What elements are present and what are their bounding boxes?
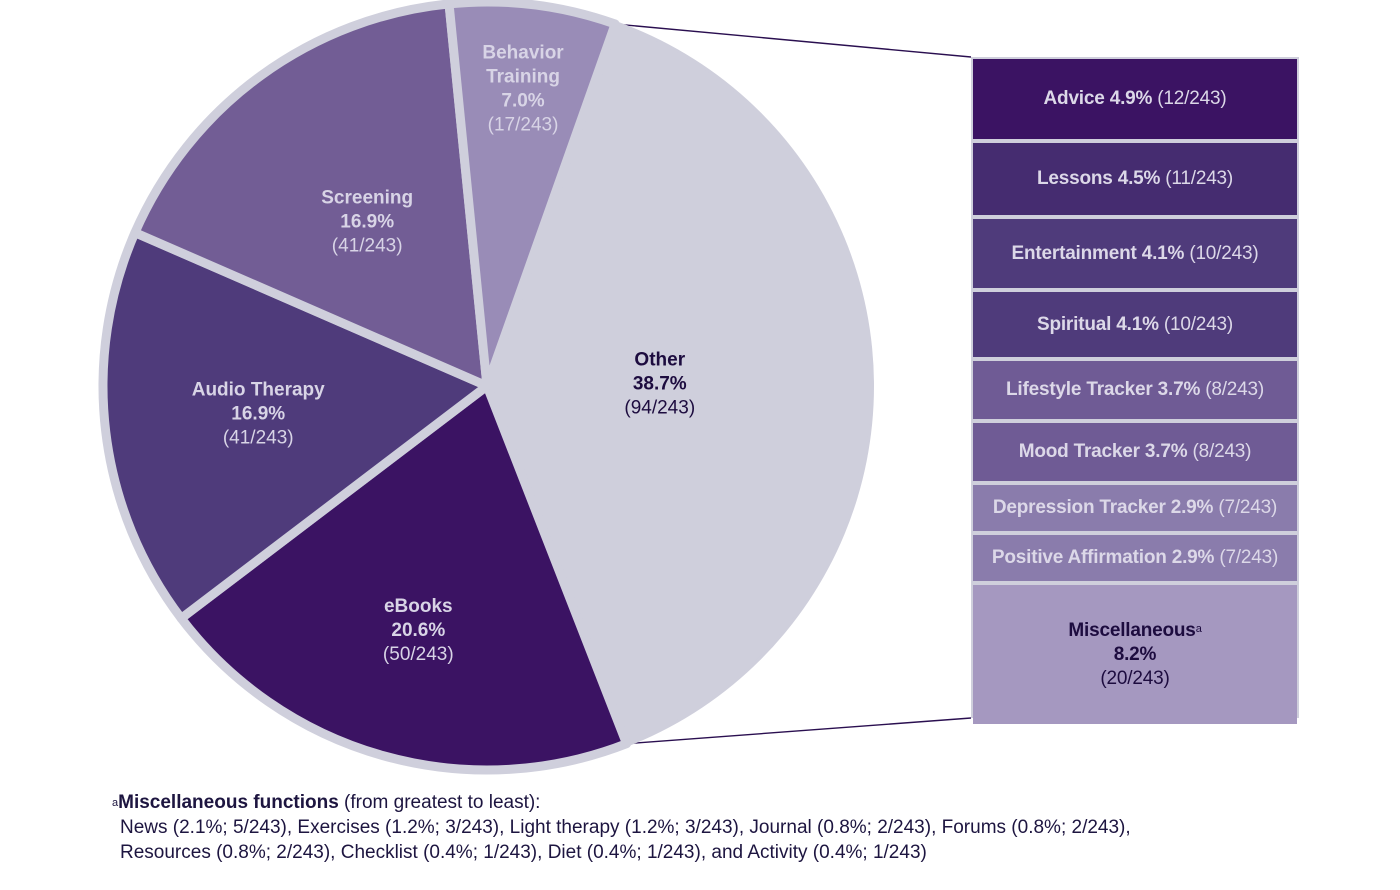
slice-name: Training [486, 67, 560, 88]
footnote: aMiscellaneous functions (from greatest … [112, 790, 1131, 865]
slice-fraction: (41/243) [332, 235, 403, 256]
breakdown-item-spiritual: Spiritual 4.1% (10/243) [973, 292, 1297, 357]
breakdown-text: Mood Tracker 3.7% (8/243) [1019, 441, 1252, 463]
pie-slice-audio-therapy [98, 228, 492, 623]
pie-slice-screening [130, 0, 492, 391]
pie-slice-behavior-training [444, 0, 620, 391]
slice-name: Screening [321, 187, 413, 208]
breakdown-item-mood-tracker: Mood Tracker 3.7% (8/243) [973, 423, 1297, 481]
slice-fraction: (41/243) [223, 427, 294, 448]
footnote-mark: a [112, 797, 119, 809]
breakdown-percent: 8.2% [1113, 643, 1157, 665]
breakdown-label: Depression Tracker 2.9% [992, 497, 1219, 518]
breakdown-text: Depression Tracker 2.9% (7/243) [993, 497, 1277, 519]
slice-percent: 16.9% [340, 211, 394, 232]
breakdown-fraction: (10/243) [1189, 242, 1259, 264]
breakdown-label: Entertainment 4.1% [1011, 242, 1190, 264]
slice-name: Audio Therapy [192, 379, 325, 400]
breakdown-label: Positive Affirmation 2.9% [991, 547, 1220, 568]
slice-label-behavior-training: Behavior Training 7.0% (17/243) [482, 43, 564, 136]
breakdown-name: Miscellaneousa [1068, 619, 1201, 643]
slice-percent: 20.6% [391, 620, 445, 641]
slice-fraction: (17/243) [488, 115, 559, 136]
breakdown-label: Miscellaneous [1068, 619, 1196, 641]
breakdown-fraction: (8/243) [1205, 379, 1265, 400]
breakdown-label: Lessons 4.5% [1036, 168, 1166, 189]
footnote-title: Miscellaneous functions [118, 792, 339, 813]
slice-name: eBooks [384, 596, 453, 617]
footnote-line-1: News (2.1%; 5/243), Exercises (1.2%; 3/2… [120, 817, 1131, 838]
slice-fraction: (94/243) [624, 397, 695, 418]
slice-name: Behavior [482, 43, 564, 64]
connector-bottom [626, 717, 972, 745]
breakdown-label: Lifestyle Tracker 3.7% [1005, 379, 1206, 400]
slice-label-screening: Screening 16.9% (41/243) [321, 187, 413, 256]
breakdown-text: Entertainment 4.1% (10/243) [1012, 243, 1259, 265]
slice-percent: 38.7% [633, 373, 687, 394]
slice-label-audio-therapy: Audio Therapy 16.9% (41/243) [192, 379, 325, 448]
breakdown-text: Lifestyle Tracker 3.7% (8/243) [1006, 379, 1264, 401]
slice-fraction: (50/243) [383, 644, 454, 665]
footnote-line-2: Resources (0.8%; 2/243), Checklist (0.4%… [120, 842, 927, 863]
breakdown-fraction: (10/243) [1163, 313, 1234, 335]
slice-percent: 7.0% [501, 91, 544, 112]
breakdown-fraction: (11/243) [1165, 168, 1234, 189]
breakdown-item-entertainment: Entertainment 4.1% (10/243) [973, 219, 1297, 288]
breakdown-text: Spiritual 4.1% (10/243) [1037, 314, 1233, 336]
footnote-heading: aMiscellaneous functions (from greatest … [112, 790, 1131, 815]
pie-labels: Other 38.7% (94/243) eBooks 20.6% (50/243) Aud… [192, 43, 695, 665]
footnote-mark: a [1195, 622, 1202, 635]
connector-top [615, 23, 972, 58]
pie-slice-ebooks [176, 381, 632, 775]
pie-slices [98, 0, 874, 775]
breakdown-item-miscellaneous: Miscellaneousa 8.2% (20/243) [973, 585, 1297, 724]
breakdown-fraction: (8/243) [1192, 441, 1252, 462]
breakdown-text: Lessons 4.5% (11/243) [1037, 168, 1233, 190]
breakdown-label: Mood Tracker 3.7% [1018, 441, 1193, 462]
slice-label-other: Other 38.7% (94/243) [624, 349, 695, 418]
other-breakdown-panel: Advice 4.9% (12/243) Lessons 4.5% (11/243… [971, 57, 1299, 724]
breakdown-label: Spiritual 4.1% [1036, 313, 1164, 335]
breakdown-text: Advice 4.9% (12/243) [1044, 88, 1227, 110]
breakdown-connectors [615, 23, 972, 745]
breakdown-fraction: (12/243) [1157, 88, 1227, 109]
breakdown-item-depression-tracker: Depression Tracker 2.9% (7/243) [973, 485, 1297, 531]
breakdown-label: Advice 4.9% [1043, 88, 1158, 109]
slice-percent: 16.9% [231, 403, 285, 424]
breakdown-text: Positive Affirmation 2.9% (7/243) [992, 547, 1278, 569]
breakdown-item-lessons: Lessons 4.5% (11/243) [973, 143, 1297, 215]
breakdown-fraction: (20/243) [1100, 667, 1170, 689]
breakdown-fraction: (7/243) [1218, 497, 1278, 518]
pie-slice-other [487, 24, 871, 744]
pie-chart: Other 38.7% (94/243) eBooks 20.6% (50/243) Aud… [98, 0, 972, 775]
breakdown-item-advice: Advice 4.9% (12/243) [973, 59, 1297, 139]
breakdown-item-lifestyle-tracker: Lifestyle Tracker 3.7% (8/243) [973, 361, 1297, 419]
breakdown-item-positive-affirmation: Positive Affirmation 2.9% (7/243) [973, 535, 1297, 581]
slice-label-ebooks: eBooks 20.6% (50/243) [383, 596, 454, 665]
breakdown-fraction: (7/243) [1219, 547, 1279, 568]
footnote-subtitle: (from greatest to least): [338, 792, 541, 813]
slice-name: Other [634, 349, 685, 370]
